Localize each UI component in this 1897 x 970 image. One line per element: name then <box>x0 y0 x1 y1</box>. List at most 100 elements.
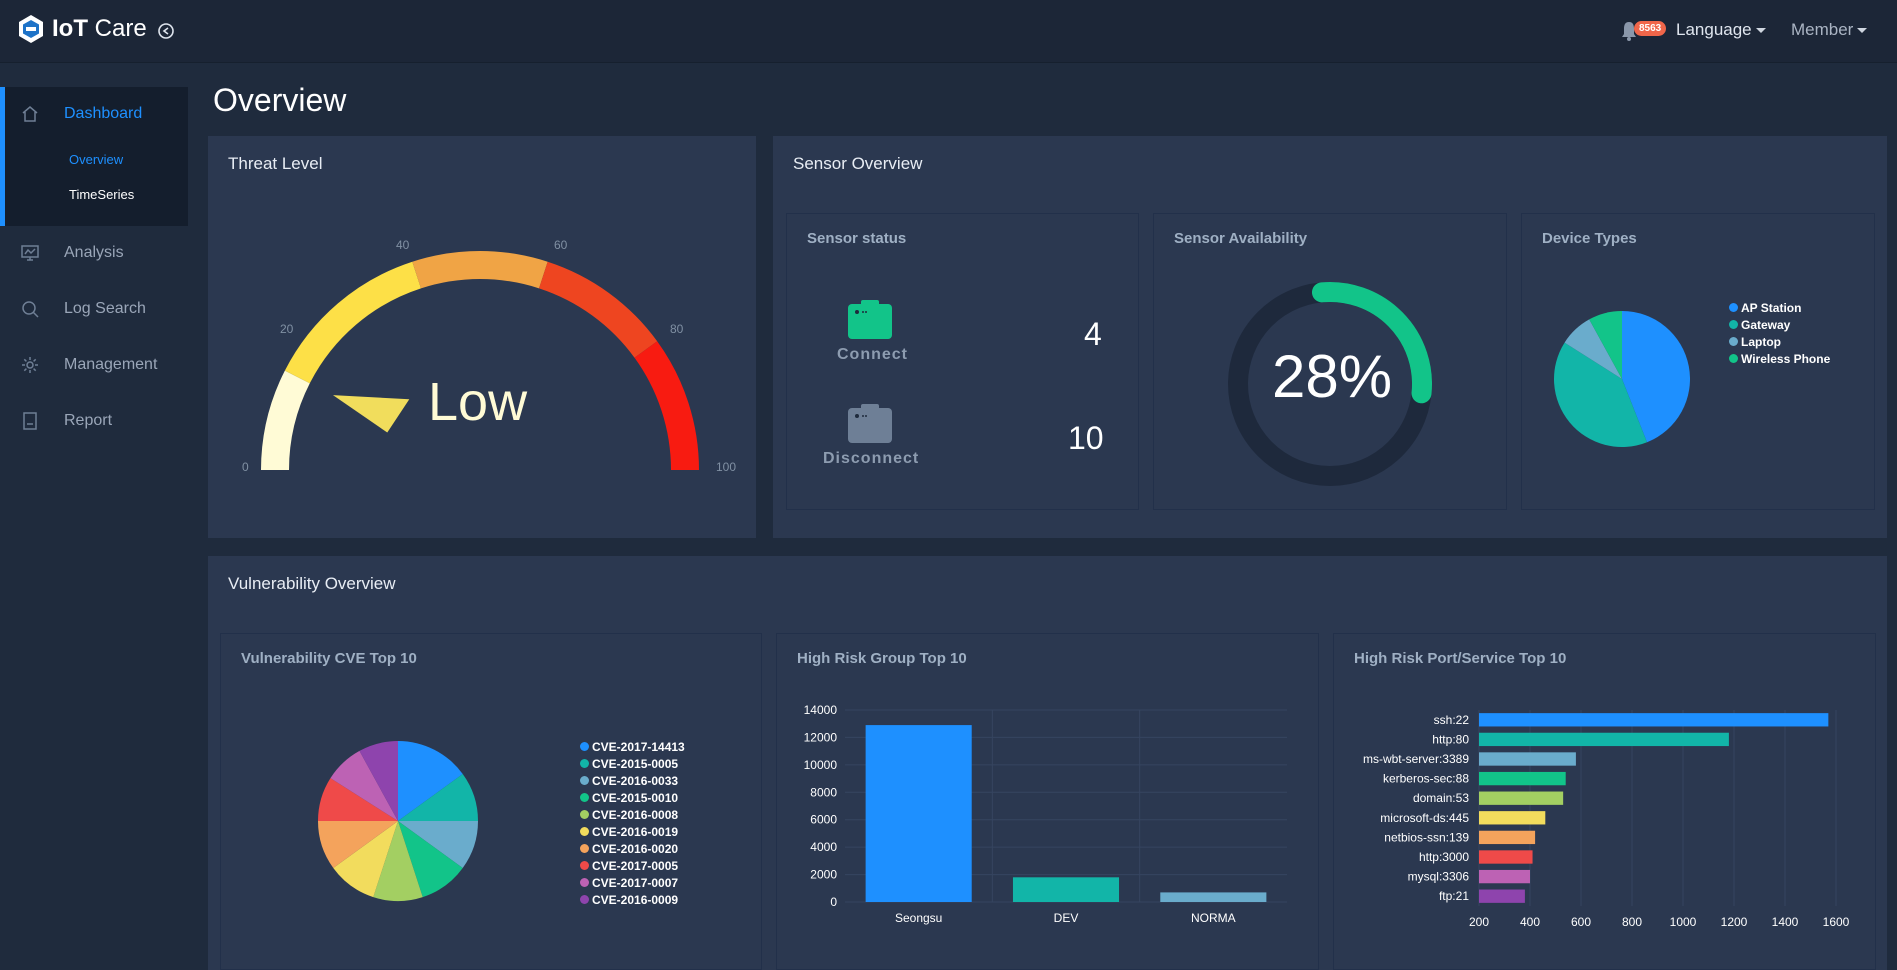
card-title: Vulnerability Overview <box>228 574 396 593</box>
bar-dev[interactable] <box>1012 877 1120 902</box>
legend-label: CVE-2016-0033 <box>592 773 679 788</box>
legend-item[interactable]: CVE-2015-0010 <box>580 789 685 806</box>
cve-pie-slice[interactable] <box>318 821 398 869</box>
x-tick-label: 1200 <box>1721 915 1748 929</box>
availability-percent: 28% <box>1272 343 1393 410</box>
threat-level-card: Threat Level 0 20 40 60 80 100 Low <box>208 136 756 538</box>
sidebar-item-dashboard[interactable]: Dashboard <box>20 104 142 124</box>
legend-dot <box>580 861 589 870</box>
sidebar-toggle-icon[interactable] <box>156 21 176 41</box>
legend-label: AP Station <box>1741 300 1802 315</box>
port-bar[interactable] <box>1479 830 1536 845</box>
y-tick-label: 8000 <box>810 785 837 799</box>
legend-item[interactable]: CVE-2017-0005 <box>580 857 685 874</box>
bar-norma[interactable] <box>1160 892 1267 902</box>
sidebar-subitem-timeseries[interactable]: TimeSeries <box>69 187 135 202</box>
port-bar[interactable] <box>1479 752 1576 766</box>
legend-item[interactable]: CVE-2017-14413 <box>580 738 685 755</box>
cve-pie-slice[interactable] <box>398 741 463 821</box>
port-bar[interactable] <box>1479 850 1533 864</box>
connect-count: 4 <box>1084 316 1102 352</box>
member-menu[interactable]: Member <box>1791 20 1868 40</box>
device-pie-slice[interactable] <box>1589 311 1622 379</box>
x-tick-label: 400 <box>1520 915 1540 929</box>
sidebar-item-report[interactable]: Report <box>20 411 112 431</box>
cve-pie-slice[interactable] <box>333 821 398 898</box>
legend-item[interactable]: AP Station <box>1729 299 1830 316</box>
legend-dot <box>1729 354 1738 363</box>
legend-item[interactable]: CVE-2016-0009 <box>580 891 685 908</box>
port-bar[interactable] <box>1479 732 1729 747</box>
notification-bell[interactable]: 8563 <box>1620 18 1670 46</box>
connect-label: Connect <box>837 346 908 363</box>
device-types-pie <box>1554 311 1690 447</box>
logo[interactable]: IoT Care <box>18 14 147 44</box>
sidebar-subitem-overview[interactable]: Overview <box>69 152 124 167</box>
legend-item[interactable]: Wireless Phone <box>1729 350 1830 367</box>
cve-pie-slice[interactable] <box>398 773 478 821</box>
disconnect-count: 10 <box>1068 420 1104 456</box>
port-bar[interactable] <box>1479 771 1566 786</box>
y-tick-label: 14000 <box>804 703 838 717</box>
port-bar[interactable] <box>1479 811 1546 825</box>
cve-pie-slice[interactable] <box>330 750 398 821</box>
cve-pie-slice[interactable] <box>398 821 478 869</box>
sidebar-item-management[interactable]: Management <box>20 355 157 375</box>
cve-pie-slice[interactable] <box>318 778 398 821</box>
cve-pie-slice[interactable] <box>398 821 463 898</box>
legend-label: CVE-2017-0007 <box>592 875 679 890</box>
sidebar-item-log-search[interactable]: Log Search <box>20 299 146 319</box>
x-tick-label: Seongsu <box>895 911 942 925</box>
legend-item[interactable]: CVE-2017-0007 <box>580 874 685 891</box>
cve-top10-panel: Vulnerability CVE Top 10 CVE-2017-14413 C… <box>220 633 762 970</box>
legend-label: CVE-2016-0009 <box>592 892 679 907</box>
app-name: IoT Care <box>52 15 147 42</box>
port-bar[interactable] <box>1479 713 1829 727</box>
card-title: Threat Level <box>228 154 323 173</box>
legend-label: CVE-2017-0005 <box>592 858 679 873</box>
legend-item[interactable]: CVE-2016-0019 <box>580 823 685 840</box>
x-tick-label: 800 <box>1622 915 1642 929</box>
sidebar-item-label: Report <box>64 412 113 429</box>
port-bar[interactable] <box>1479 889 1525 903</box>
legend-item[interactable]: Laptop <box>1729 333 1830 350</box>
legend-dot <box>580 776 589 785</box>
legend-item[interactable]: CVE-2016-0008 <box>580 806 685 823</box>
device-pie-slice[interactable] <box>1622 311 1690 443</box>
y-tick-label: http:80 <box>1432 732 1469 746</box>
port-bar[interactable] <box>1479 791 1564 805</box>
legend-item[interactable]: CVE-2015-0005 <box>580 755 685 772</box>
gauge-tick-label: 100 <box>716 460 737 474</box>
legend-dot <box>580 742 589 751</box>
cve-pie-slice[interactable] <box>373 821 423 901</box>
language-menu[interactable]: Language <box>1676 20 1766 40</box>
y-tick-label: 0 <box>830 895 837 909</box>
legend-label: CVE-2015-0010 <box>592 790 679 805</box>
legend-item[interactable]: Gateway <box>1729 316 1830 333</box>
device-types-legend: AP Station Gateway Laptop Wireless Phone <box>1729 299 1830 367</box>
sidebar-item-analysis[interactable]: Analysis <box>20 243 124 263</box>
y-tick-label: netbios-ssn:139 <box>1384 830 1469 844</box>
x-tick-label: 1000 <box>1670 915 1697 929</box>
x-tick-label: 1400 <box>1772 915 1799 929</box>
x-tick-label: DEV <box>1054 911 1079 925</box>
panel-title: High Risk Port/Service Top 10 <box>1354 650 1567 667</box>
legend-item[interactable]: CVE-2016-0033 <box>580 772 685 789</box>
bar-seongsu[interactable] <box>865 725 972 902</box>
gauge-segment <box>538 261 658 358</box>
device-pie-slice[interactable] <box>1554 342 1648 447</box>
legend-dot <box>580 895 589 904</box>
y-tick-label: ms-wbt-server:3389 <box>1363 752 1469 766</box>
page-title: Overview <box>213 82 347 118</box>
legend-item[interactable]: CVE-2016-0020 <box>580 840 685 857</box>
vulnerability-overview-card: Vulnerability Overview Vulnerability CVE… <box>208 556 1887 970</box>
port-bar[interactable] <box>1479 869 1530 884</box>
language-label: Language <box>1676 20 1752 39</box>
search-icon <box>22 301 39 318</box>
cve-pie-slice[interactable] <box>359 741 398 821</box>
legend-label: CVE-2016-0020 <box>592 841 679 856</box>
legend-dot <box>580 844 589 853</box>
legend-dot <box>580 878 589 887</box>
threat-level-value: Low <box>428 372 528 432</box>
device-pie-slice[interactable] <box>1564 319 1622 379</box>
